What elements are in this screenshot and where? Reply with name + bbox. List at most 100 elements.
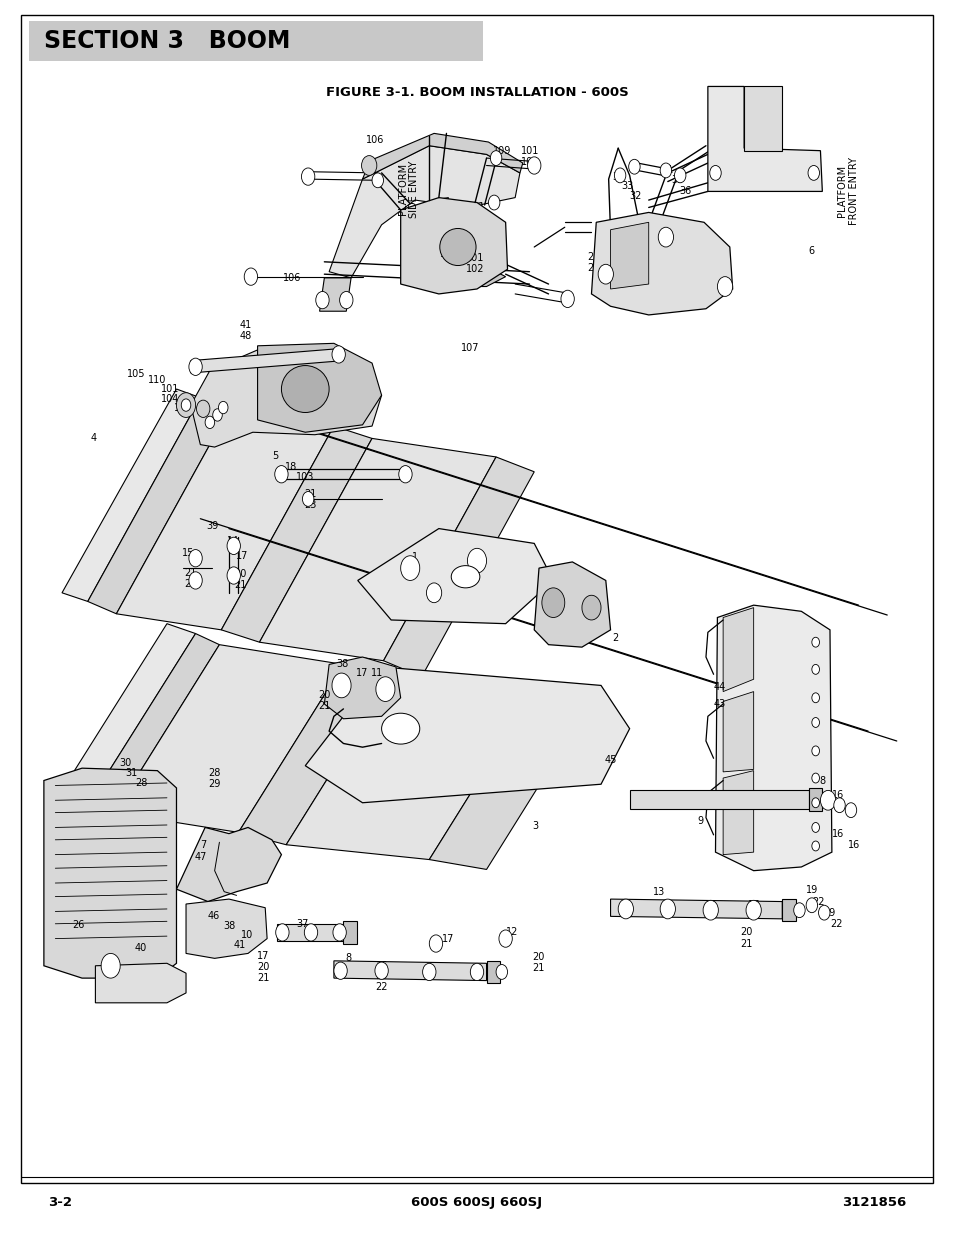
Circle shape [811,693,819,703]
Polygon shape [781,899,795,921]
Circle shape [659,899,675,919]
Text: 5: 5 [632,291,638,301]
Text: 39: 39 [207,521,218,531]
Polygon shape [467,203,481,274]
Text: 10: 10 [241,930,253,940]
Circle shape [375,962,388,979]
Polygon shape [191,346,381,447]
Text: 29: 29 [209,779,220,789]
Circle shape [807,165,819,180]
Circle shape [820,790,835,810]
Ellipse shape [281,366,329,412]
Text: 38: 38 [336,659,348,669]
Text: 107: 107 [460,343,479,353]
Text: 5: 5 [273,451,278,461]
Text: 20: 20 [257,962,269,972]
Circle shape [227,537,240,555]
Circle shape [189,358,202,375]
Text: 600S 600SJ 660SJ: 600S 600SJ 660SJ [411,1197,542,1209]
Text: FIGURE 3-1. BOOM INSTALLATION - 600S: FIGURE 3-1. BOOM INSTALLATION - 600S [325,86,628,99]
Polygon shape [629,790,808,809]
Text: 19: 19 [805,885,817,895]
Text: 32: 32 [629,191,640,201]
Text: 102: 102 [520,157,539,167]
Text: 8: 8 [345,953,351,963]
Circle shape [805,898,817,913]
Text: 17: 17 [747,900,759,910]
Text: 14: 14 [227,536,238,546]
Circle shape [275,924,289,941]
Polygon shape [343,921,356,944]
Text: 22: 22 [811,897,824,906]
Text: 35: 35 [671,175,682,185]
Text: 16: 16 [832,790,843,800]
Circle shape [333,924,346,941]
Text: 21: 21 [661,165,673,175]
Text: 104: 104 [160,394,179,404]
Text: 41: 41 [233,940,245,950]
Polygon shape [62,389,200,601]
Text: 20: 20 [740,927,751,937]
Polygon shape [88,398,229,614]
Text: 7: 7 [200,840,206,850]
Text: 45: 45 [604,755,616,764]
Text: 17: 17 [236,551,248,561]
Polygon shape [486,961,499,983]
Circle shape [658,227,673,247]
Text: 16: 16 [375,961,387,971]
Polygon shape [286,677,534,860]
Text: 106: 106 [282,273,301,283]
Text: 21: 21 [740,939,751,948]
Polygon shape [44,768,176,978]
Polygon shape [743,86,781,151]
Text: 6: 6 [808,246,814,256]
Text: 109: 109 [492,146,511,156]
Text: 16: 16 [847,840,859,850]
Text: 3: 3 [532,821,537,831]
Circle shape [811,718,819,727]
Circle shape [181,399,191,411]
Ellipse shape [381,714,419,743]
Polygon shape [116,410,334,630]
Text: SECTION 3   BOOM: SECTION 3 BOOM [44,28,290,53]
Polygon shape [434,198,448,272]
Circle shape [101,953,120,978]
Circle shape [470,963,483,981]
Circle shape [488,195,499,210]
Text: 31: 31 [126,768,137,778]
Circle shape [811,798,819,808]
Circle shape [301,168,314,185]
Text: 2: 2 [612,634,618,643]
Circle shape [833,798,844,813]
Circle shape [702,900,718,920]
Text: 1: 1 [412,552,417,562]
Text: 34: 34 [612,172,623,182]
Polygon shape [808,788,821,811]
Text: 8: 8 [819,776,824,785]
Circle shape [490,151,501,165]
Polygon shape [722,608,753,692]
Polygon shape [610,899,781,919]
Polygon shape [114,645,343,832]
Circle shape [429,935,442,952]
Circle shape [811,637,819,647]
Circle shape [560,290,574,308]
Polygon shape [534,562,610,647]
Text: 106: 106 [365,135,384,144]
Circle shape [189,572,202,589]
Circle shape [422,963,436,981]
Circle shape [598,264,613,284]
Circle shape [527,157,540,174]
Polygon shape [221,426,372,642]
Circle shape [315,291,329,309]
Circle shape [793,903,804,918]
Text: 28: 28 [135,778,147,788]
Circle shape [811,841,819,851]
Circle shape [304,924,317,941]
Polygon shape [419,262,505,287]
Circle shape [339,291,353,309]
Circle shape [332,346,345,363]
Circle shape [398,466,412,483]
Text: 20: 20 [532,952,543,962]
Text: 102: 102 [465,264,484,274]
